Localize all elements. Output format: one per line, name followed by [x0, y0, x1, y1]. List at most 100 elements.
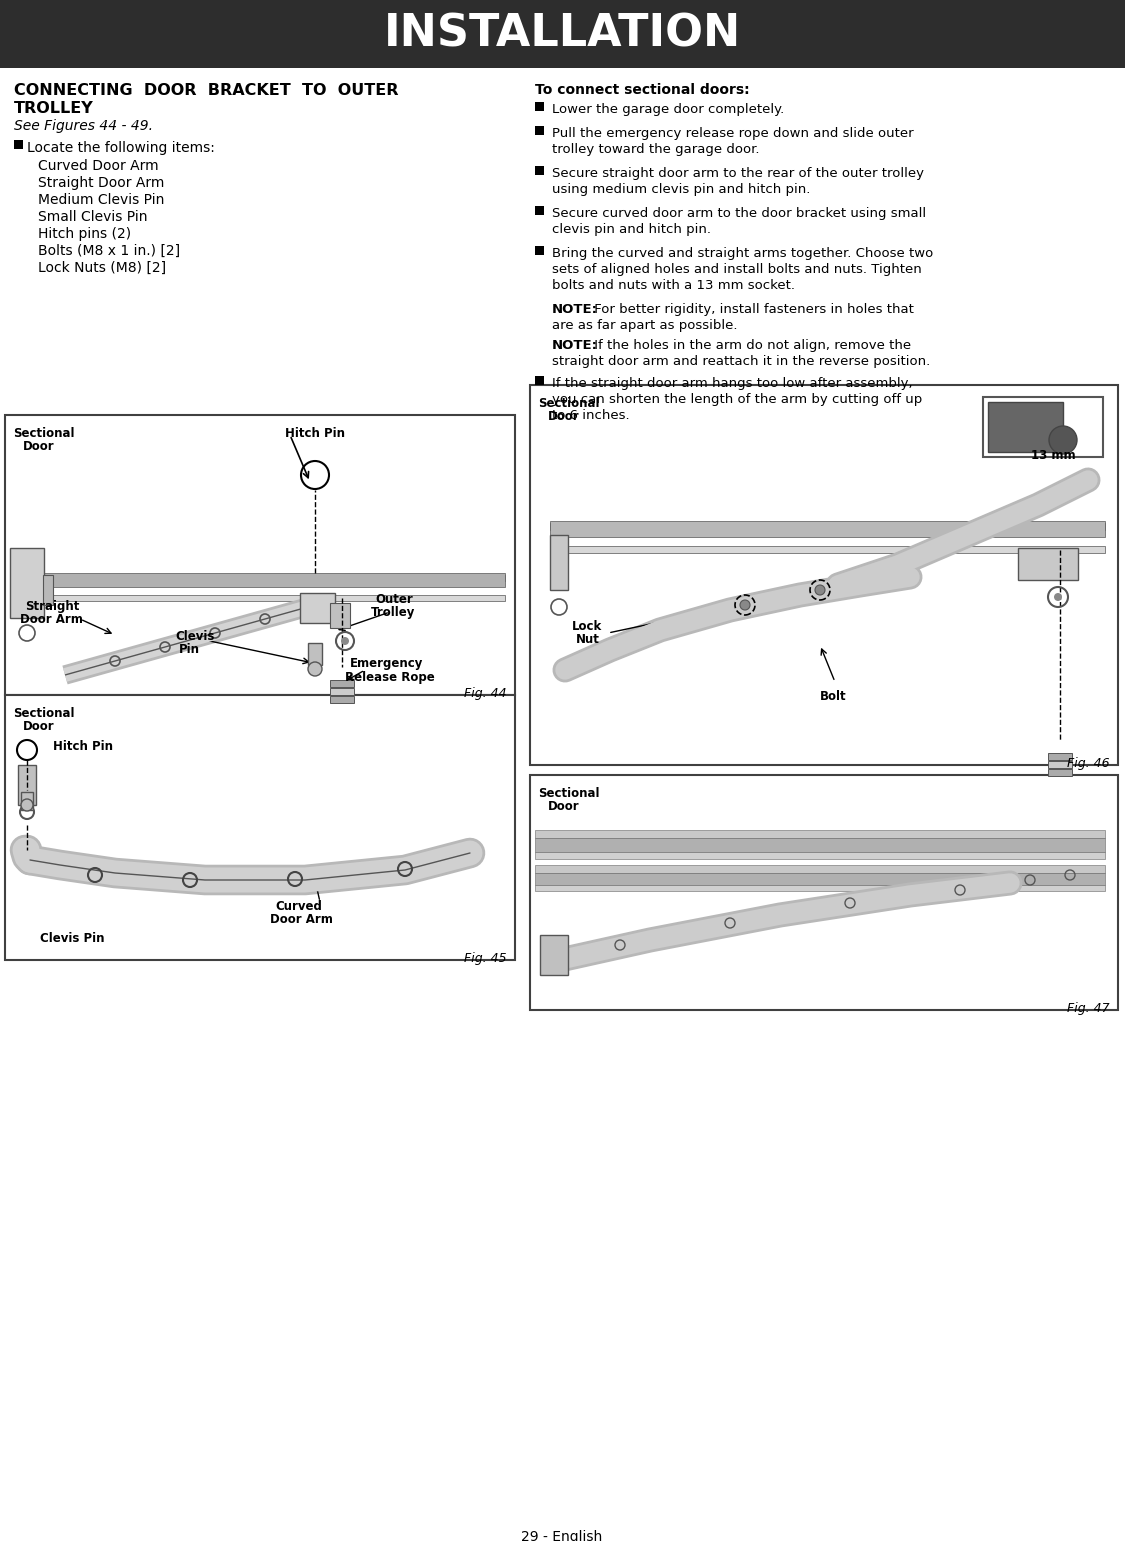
Text: Pin: Pin [179, 643, 200, 656]
Bar [4, 415, 515, 695]
Text: are as far apart as possible.: are as far apart as possible. [552, 319, 738, 331]
Bar [300, 593, 335, 623]
Text: to 6 inches.: to 6 inches. [552, 408, 630, 422]
Text: If the straight door arm hangs too low after assembly,: If the straight door arm hangs too low a… [552, 378, 912, 390]
Circle shape [21, 798, 33, 811]
Text: Release Rope: Release Rope [345, 670, 434, 684]
Text: bolts and nuts with a 13 mm socket.: bolts and nuts with a 13 mm socket. [552, 279, 795, 291]
Text: Medium Clevis Pin: Medium Clevis Pin [38, 193, 164, 206]
Text: Bring the curved and straight arms together. Choose two: Bring the curved and straight arms toget… [552, 247, 934, 260]
Bar [308, 643, 322, 666]
Bar [10, 549, 44, 618]
Text: Fig. 46: Fig. 46 [1068, 757, 1110, 770]
Bar [536, 885, 1105, 891]
Circle shape [1048, 425, 1077, 455]
Bar [536, 831, 1105, 838]
Text: Bolts (M8 x 1 in.) [2]: Bolts (M8 x 1 in.) [2] [38, 243, 180, 257]
Text: Secure straight door arm to the rear of the outer trolley: Secure straight door arm to the rear of … [552, 166, 924, 180]
Bar [21, 792, 33, 811]
Text: Straight: Straight [25, 599, 80, 613]
Bar [536, 206, 544, 216]
Text: If the holes in the arm do not align, remove the: If the holes in the arm do not align, re… [590, 339, 911, 351]
Bar [1048, 769, 1072, 777]
Bar [536, 126, 544, 136]
Text: using medium clevis pin and hitch pin.: using medium clevis pin and hitch pin. [552, 183, 810, 196]
Text: Straight Door Arm: Straight Door Arm [38, 176, 164, 190]
Bar [536, 102, 544, 111]
Text: Curved Door Arm: Curved Door Arm [38, 159, 159, 173]
Text: Pull the emergency release rope down and slide outer: Pull the emergency release rope down and… [552, 126, 914, 140]
Text: 13 mm: 13 mm [1030, 448, 1076, 462]
Bar [40, 595, 505, 601]
Bar [40, 575, 505, 581]
Text: Lower the garage door completely.: Lower the garage door completely. [552, 103, 784, 116]
Text: Door Arm: Door Arm [20, 613, 83, 626]
Bar [18, 764, 36, 804]
Text: 29 - English: 29 - English [521, 1530, 603, 1541]
Text: Lock: Lock [572, 619, 602, 633]
Circle shape [814, 586, 825, 595]
Text: clevis pin and hitch pin.: clevis pin and hitch pin. [552, 223, 711, 236]
Bar [988, 402, 1063, 452]
Text: INSTALLATION: INSTALLATION [384, 12, 740, 55]
Text: Fig. 45: Fig. 45 [465, 952, 507, 965]
Text: Small Clevis Pin: Small Clevis Pin [38, 210, 147, 223]
Bar [1018, 549, 1078, 579]
Text: Locate the following items:: Locate the following items: [27, 140, 215, 156]
Bar [330, 603, 350, 629]
Bar [530, 775, 1118, 1009]
Circle shape [740, 599, 750, 610]
Bar [550, 535, 568, 590]
Bar [330, 697, 354, 703]
Bar [330, 680, 354, 687]
Bar [1048, 761, 1072, 767]
Bar [536, 865, 1105, 874]
Text: Door: Door [548, 800, 579, 814]
Bar [40, 573, 505, 587]
Bar [0, 0, 1125, 68]
Text: Secure curved door arm to the door bracket using small: Secure curved door arm to the door brack… [552, 206, 926, 220]
Circle shape [341, 636, 349, 646]
Text: Emergency: Emergency [350, 656, 423, 670]
Bar [330, 687, 354, 695]
Text: Door Arm: Door Arm [270, 912, 333, 926]
Text: TROLLEY: TROLLEY [14, 102, 93, 116]
Text: Nut: Nut [576, 633, 600, 646]
Text: For better rigidity, install fasteners in holes that: For better rigidity, install fasteners i… [590, 304, 914, 316]
Bar [43, 575, 53, 606]
Text: Clevis Pin: Clevis Pin [40, 932, 105, 945]
Bar [536, 247, 544, 254]
Circle shape [1054, 593, 1062, 601]
Text: Curved: Curved [274, 900, 322, 912]
Text: trolley toward the garage door.: trolley toward the garage door. [552, 143, 759, 156]
Text: sets of aligned holes and install bolts and nuts. Tighten: sets of aligned holes and install bolts … [552, 264, 921, 276]
Text: Fig. 44: Fig. 44 [465, 687, 507, 700]
Bar [550, 546, 1105, 553]
Bar [4, 695, 515, 960]
Text: Hitch Pin: Hitch Pin [53, 740, 112, 754]
Bar [536, 838, 1105, 852]
Text: Hitch pins (2): Hitch pins (2) [38, 227, 132, 240]
Bar [536, 166, 544, 176]
Text: Clevis: Clevis [176, 630, 215, 643]
Text: Door: Door [548, 410, 579, 422]
Bar [550, 522, 1105, 530]
Text: Bolt: Bolt [820, 690, 847, 703]
Text: To connect sectional doors:: To connect sectional doors: [536, 83, 749, 97]
Text: CONNECTING  DOOR  BRACKET  TO  OUTER: CONNECTING DOOR BRACKET TO OUTER [14, 83, 398, 99]
Bar [550, 521, 1105, 536]
Bar [14, 140, 22, 149]
Bar [530, 385, 1118, 764]
Text: Hitch Pin: Hitch Pin [285, 427, 345, 441]
Text: Fig. 47: Fig. 47 [1068, 1002, 1110, 1016]
Text: See Figures 44 - 49.: See Figures 44 - 49. [14, 119, 153, 133]
Text: NOTE:: NOTE: [552, 304, 598, 316]
Bar [536, 376, 544, 385]
Text: Sectional: Sectional [538, 787, 600, 800]
Bar [983, 398, 1102, 458]
Bar [540, 935, 568, 975]
Text: Lock Nuts (M8) [2]: Lock Nuts (M8) [2] [38, 260, 166, 274]
Text: Sectional: Sectional [538, 398, 600, 410]
Text: Sectional: Sectional [14, 707, 74, 720]
Text: Outer: Outer [375, 593, 413, 606]
